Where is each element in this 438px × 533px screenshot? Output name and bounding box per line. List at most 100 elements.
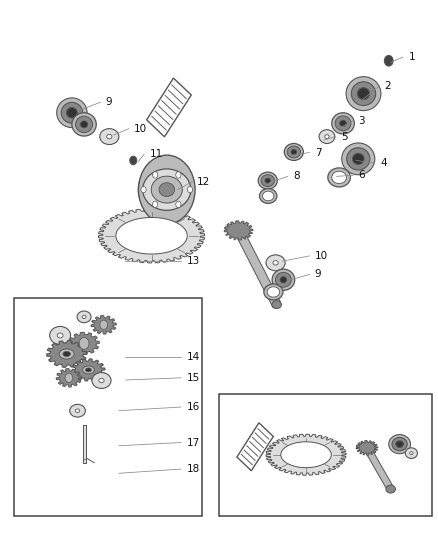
Polygon shape xyxy=(91,316,116,334)
Ellipse shape xyxy=(335,116,351,131)
Ellipse shape xyxy=(332,113,354,134)
Ellipse shape xyxy=(262,191,274,201)
Circle shape xyxy=(176,172,181,178)
Ellipse shape xyxy=(339,120,346,126)
Text: 9: 9 xyxy=(106,97,113,107)
Ellipse shape xyxy=(273,261,278,265)
Ellipse shape xyxy=(284,143,304,160)
Ellipse shape xyxy=(325,135,329,139)
Circle shape xyxy=(138,165,178,214)
Circle shape xyxy=(176,201,181,207)
Polygon shape xyxy=(56,369,81,387)
Bar xyxy=(14,298,201,516)
Text: 5: 5 xyxy=(341,132,347,142)
Text: 6: 6 xyxy=(358,171,365,180)
Bar xyxy=(237,423,273,471)
Text: 7: 7 xyxy=(315,148,321,158)
Text: 1: 1 xyxy=(408,52,415,62)
Ellipse shape xyxy=(332,171,346,184)
Ellipse shape xyxy=(265,178,271,183)
Bar xyxy=(219,394,432,516)
Ellipse shape xyxy=(276,272,291,287)
Ellipse shape xyxy=(258,172,277,189)
Ellipse shape xyxy=(386,485,396,493)
Polygon shape xyxy=(224,221,253,240)
Ellipse shape xyxy=(159,183,175,197)
Ellipse shape xyxy=(272,269,295,290)
Text: 12: 12 xyxy=(197,176,211,187)
Circle shape xyxy=(79,337,89,349)
Ellipse shape xyxy=(67,108,77,118)
Ellipse shape xyxy=(151,176,182,203)
Ellipse shape xyxy=(410,451,413,455)
Ellipse shape xyxy=(389,434,410,454)
Ellipse shape xyxy=(267,287,279,297)
Circle shape xyxy=(152,172,158,178)
Ellipse shape xyxy=(264,284,283,300)
Text: 8: 8 xyxy=(293,172,300,181)
Polygon shape xyxy=(356,441,378,455)
Ellipse shape xyxy=(59,349,74,359)
Ellipse shape xyxy=(392,438,407,451)
Text: 10: 10 xyxy=(134,124,147,134)
Text: 13: 13 xyxy=(186,256,200,266)
Text: 4: 4 xyxy=(380,158,387,168)
Polygon shape xyxy=(116,217,187,254)
Bar xyxy=(147,78,191,137)
Ellipse shape xyxy=(319,130,335,143)
Ellipse shape xyxy=(72,113,96,136)
Polygon shape xyxy=(99,208,205,263)
Text: 18: 18 xyxy=(186,464,200,474)
Ellipse shape xyxy=(107,134,112,139)
Text: 10: 10 xyxy=(315,251,328,261)
Text: 3: 3 xyxy=(358,116,365,126)
Ellipse shape xyxy=(57,98,87,127)
Ellipse shape xyxy=(92,373,111,389)
Polygon shape xyxy=(69,332,99,354)
Circle shape xyxy=(100,320,107,329)
Text: 15: 15 xyxy=(186,373,200,383)
Polygon shape xyxy=(72,359,105,381)
Text: 2: 2 xyxy=(385,81,391,91)
Ellipse shape xyxy=(291,149,297,155)
Ellipse shape xyxy=(82,315,86,319)
Ellipse shape xyxy=(347,148,370,170)
Ellipse shape xyxy=(77,311,91,322)
Text: 17: 17 xyxy=(186,438,200,448)
Ellipse shape xyxy=(287,146,300,158)
Text: 11: 11 xyxy=(149,149,162,159)
Polygon shape xyxy=(47,341,87,367)
Ellipse shape xyxy=(261,175,275,187)
Ellipse shape xyxy=(100,128,119,144)
Ellipse shape xyxy=(75,116,92,133)
Circle shape xyxy=(138,155,195,224)
Ellipse shape xyxy=(342,143,375,175)
Polygon shape xyxy=(266,434,346,475)
Ellipse shape xyxy=(280,277,287,283)
Ellipse shape xyxy=(82,366,94,374)
Circle shape xyxy=(130,156,137,165)
Bar xyxy=(82,424,85,463)
Ellipse shape xyxy=(143,169,191,211)
Polygon shape xyxy=(281,442,331,467)
Circle shape xyxy=(141,187,146,193)
Ellipse shape xyxy=(81,121,88,128)
Ellipse shape xyxy=(346,77,381,111)
Circle shape xyxy=(152,201,158,207)
Ellipse shape xyxy=(85,368,92,372)
Ellipse shape xyxy=(49,326,71,344)
Ellipse shape xyxy=(70,405,85,417)
Ellipse shape xyxy=(99,378,104,383)
Ellipse shape xyxy=(259,189,277,204)
Circle shape xyxy=(385,55,393,66)
Ellipse shape xyxy=(396,441,403,448)
Ellipse shape xyxy=(351,82,376,106)
Circle shape xyxy=(65,373,73,383)
Ellipse shape xyxy=(57,333,63,338)
Polygon shape xyxy=(364,446,393,491)
Text: 16: 16 xyxy=(186,402,200,412)
Ellipse shape xyxy=(75,409,80,413)
Ellipse shape xyxy=(328,168,350,187)
Ellipse shape xyxy=(61,102,82,123)
Ellipse shape xyxy=(63,351,71,357)
